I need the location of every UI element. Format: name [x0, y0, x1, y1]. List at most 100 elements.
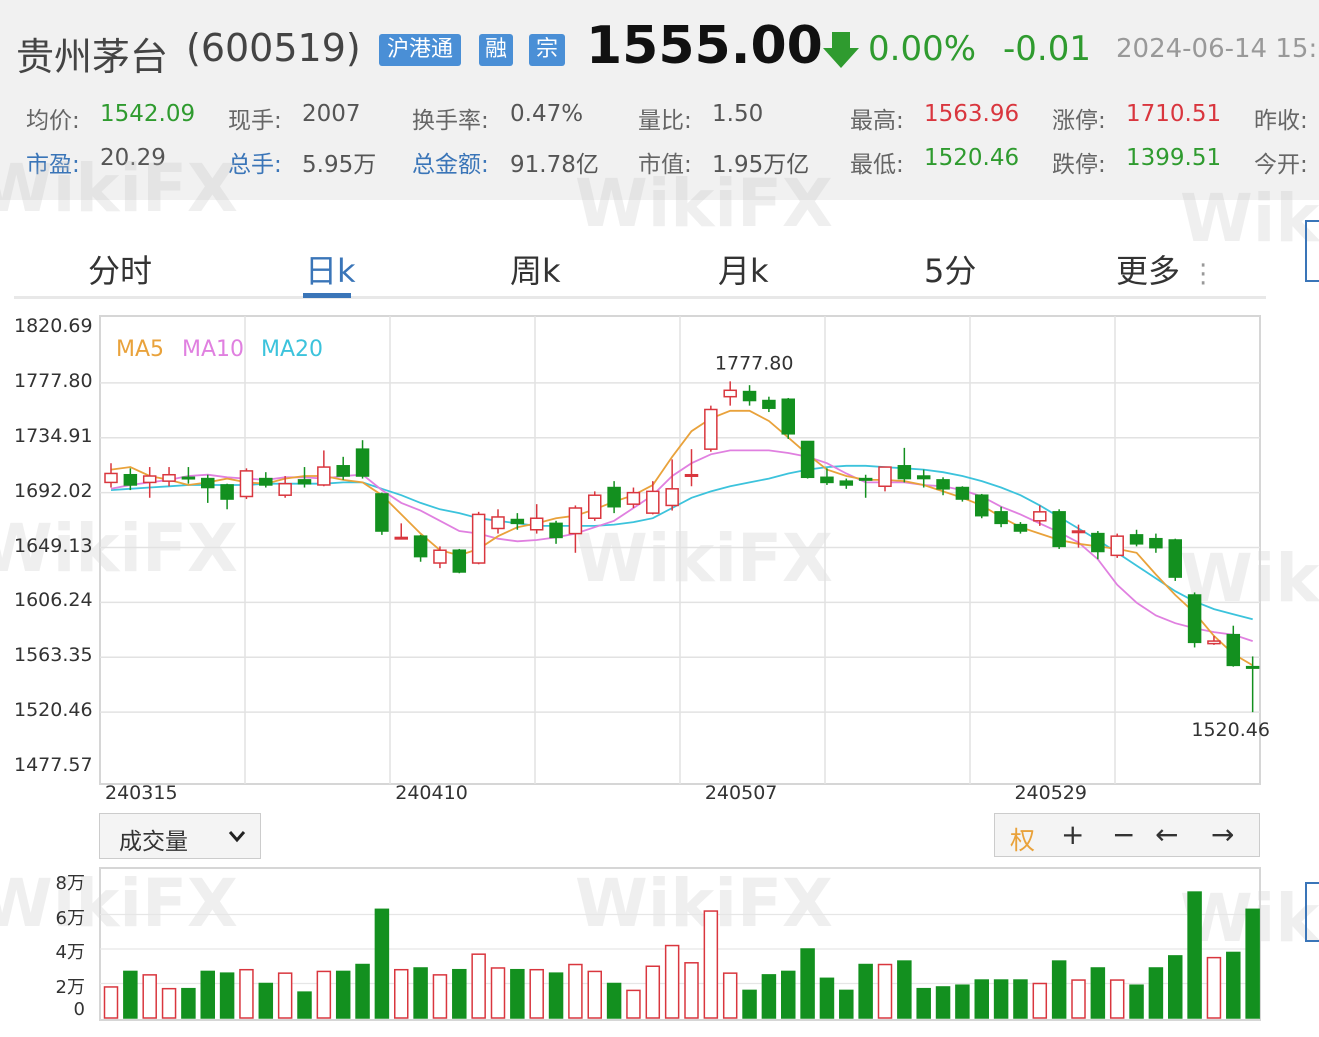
active-tab-indicator: [303, 293, 351, 298]
zoom-in-button[interactable]: +: [1061, 818, 1085, 851]
change-percent: 0.00%: [868, 29, 977, 69]
volume-bar: [413, 967, 428, 1019]
candle-body: [1149, 537, 1163, 549]
volume-bar: [239, 968, 254, 1019]
volume-bar: [819, 977, 835, 1019]
stat-value: 1399.51: [1126, 145, 1222, 171]
legend-ma5: MA5: [116, 337, 165, 362]
more-vertical-icon: ⋮: [1190, 259, 1217, 289]
right-side-panel: [1303, 220, 1319, 1037]
candle-body: [201, 477, 215, 489]
volume-select-label: 成交量: [119, 829, 188, 855]
candle-body: [104, 472, 118, 484]
candle-body: [568, 507, 583, 535]
tab-5min[interactable]: 5分: [924, 252, 977, 290]
stat-label: 涨停:: [1052, 108, 1106, 134]
candle-body: [297, 479, 312, 485]
volume-bar: [374, 908, 390, 1019]
candle-body: [1129, 534, 1144, 545]
candle-body: [220, 484, 234, 500]
volume-bar: [335, 970, 351, 1019]
change-value: -0.01: [1003, 29, 1091, 69]
tab-monthly-k[interactable]: 月k: [718, 252, 769, 290]
candle-body: [162, 473, 176, 482]
stat-value: 2007: [302, 101, 361, 127]
x-tick-label: 240507: [704, 782, 778, 804]
candle-body: [510, 518, 525, 525]
volume-bar: [316, 970, 332, 1019]
candle-body: [549, 522, 563, 539]
volume-bar: [877, 963, 893, 1019]
volume-bar: [722, 972, 738, 1019]
candle-body: [394, 536, 408, 540]
volume-bar: [297, 991, 312, 1019]
volume-bar: [1071, 979, 1086, 1019]
volume-bar: [761, 974, 777, 1019]
volume-bar: [452, 968, 467, 1019]
candle-body: [1226, 633, 1241, 667]
volume-bar: [626, 989, 641, 1019]
margin-badge[interactable]: 融: [479, 34, 513, 66]
y-tick-label: 1692.02: [14, 479, 93, 502]
candle-body: [433, 549, 447, 564]
tab-more-label: 更多: [1116, 252, 1181, 290]
candle-body: [800, 440, 815, 479]
candle-body: [723, 389, 737, 398]
volume-bar: [916, 987, 931, 1019]
candle-body: [355, 448, 370, 477]
volume-bar: [1187, 891, 1202, 1019]
candle-body: [1033, 511, 1047, 522]
tab-intraday[interactable]: 分时: [88, 252, 153, 290]
chevron-down-icon: [228, 831, 246, 843]
volume-bar: [432, 974, 448, 1019]
high-annotation: 1777.80: [715, 352, 794, 374]
volume-bar: [490, 967, 506, 1019]
volume-bar: [1148, 967, 1164, 1019]
stat-value: 1.50: [712, 101, 764, 127]
volume-bar: [1168, 955, 1183, 1019]
candle-body: [1168, 539, 1182, 578]
volume-bar: [219, 972, 235, 1019]
candle-body: [665, 488, 679, 507]
volume-bar: [742, 989, 757, 1019]
volume-tick-label: 8万: [55, 873, 85, 894]
hk-connect-badge[interactable]: 沪港通: [379, 34, 461, 66]
scroll-right-button[interactable]: →: [1211, 818, 1235, 851]
volume-bar: [548, 972, 564, 1019]
volume-bar: [1090, 967, 1106, 1019]
candle-body: [452, 549, 467, 573]
volume-tick-label: 4万: [55, 942, 85, 963]
adjust-rights-button[interactable]: 权: [1010, 826, 1036, 855]
y-tick-label: 1820.69: [14, 315, 93, 337]
arrow-down-icon: [823, 32, 859, 68]
stat-value: 1542.09: [100, 101, 196, 127]
candle-body: [1187, 594, 1202, 644]
candle-body: [839, 480, 854, 486]
tab-divider: [14, 296, 1266, 299]
volume-bar: [1013, 979, 1028, 1019]
volume-bar: [161, 987, 177, 1019]
block-trade-badge[interactable]: 宗: [529, 34, 565, 66]
tab-more[interactable]: 更多 ⋮: [1116, 246, 1216, 292]
zoom-out-button[interactable]: −: [1112, 818, 1136, 851]
legend-ma20: MA20: [261, 337, 324, 362]
ma5-line: [110, 409, 1254, 667]
stock-name: 贵州茅台: [16, 35, 169, 79]
candle-body: [1013, 523, 1028, 532]
volume-indicator-select[interactable]: 成交量: [99, 813, 261, 859]
volume-bar: [258, 982, 274, 1019]
tab-weekly-k[interactable]: 周k: [510, 252, 561, 290]
stat-value: 91.78亿: [510, 152, 599, 178]
candle-body: [646, 490, 660, 514]
stat-label: 最低:: [850, 152, 904, 178]
volume-bar: [142, 974, 157, 1019]
stat-label: 现手:: [228, 108, 282, 134]
candle-body: [529, 517, 544, 531]
tab-daily-k[interactable]: 日k: [305, 252, 356, 290]
volume-bar: [703, 910, 719, 1019]
candle-body: [239, 470, 254, 498]
stock-code: (600519): [186, 26, 361, 70]
candle-body: [181, 476, 196, 480]
scroll-left-button[interactable]: ←: [1155, 818, 1179, 851]
